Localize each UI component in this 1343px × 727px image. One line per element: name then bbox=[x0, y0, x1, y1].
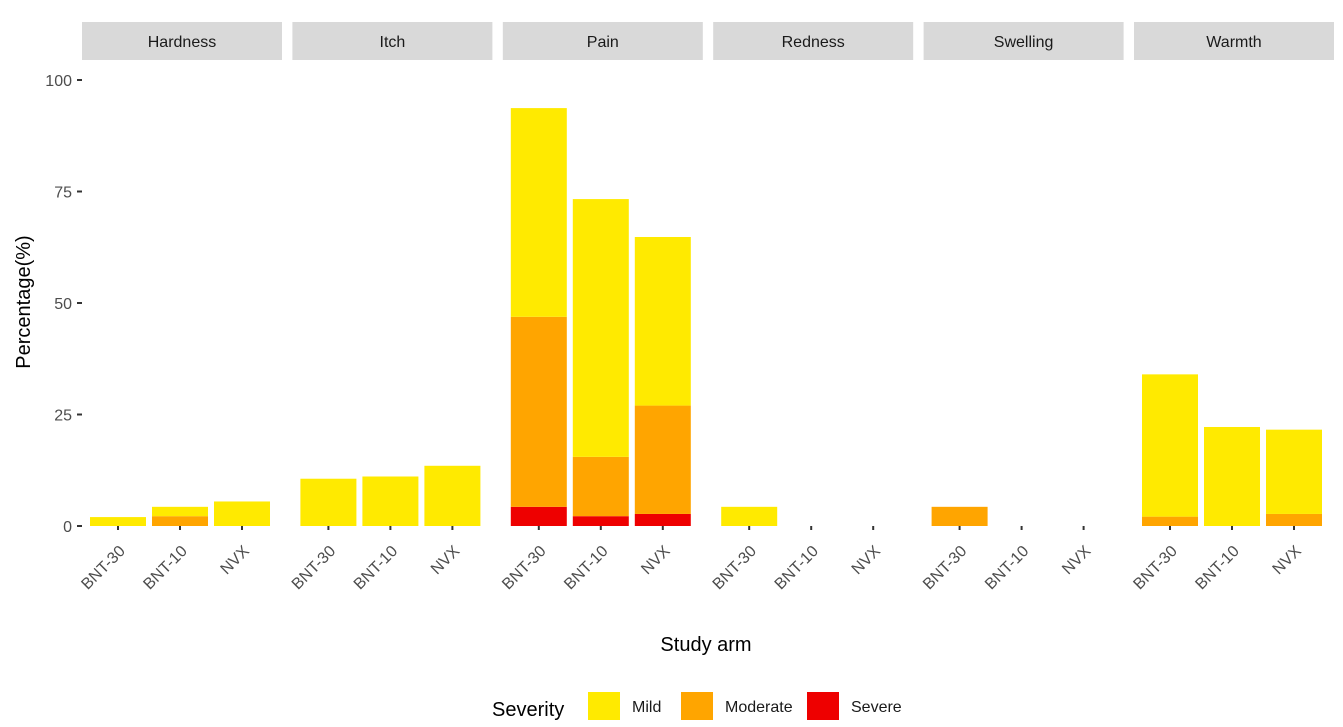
y-tick-label: 75 bbox=[54, 185, 72, 202]
x-tick-label: NVX bbox=[428, 543, 464, 579]
x-tick-label: NVX bbox=[218, 543, 254, 579]
facet-panel-pain: Pain BNT-30 BNT-10 NVX bbox=[499, 22, 703, 593]
x-tick-label: BNT-10 bbox=[1192, 543, 1242, 593]
bar-severe-bnt-10 bbox=[572, 516, 629, 526]
legend-label-severe: Severe bbox=[851, 699, 902, 716]
facet-panel-swelling: Swelling BNT-30 BNT-10 NVX bbox=[920, 22, 1124, 593]
bar-moderate-bnt-10 bbox=[572, 456, 629, 517]
bar-mild-bnt-10 bbox=[362, 476, 419, 526]
facet-strip-label: Redness bbox=[782, 34, 845, 51]
x-tick-label: BNT-10 bbox=[772, 543, 822, 593]
bar-mild-nvx bbox=[634, 236, 691, 406]
x-tick-label: BNT-10 bbox=[351, 543, 401, 593]
bar-mild-bnt-30 bbox=[300, 478, 357, 526]
facet-strip bbox=[502, 22, 703, 60]
y-tick-label: 25 bbox=[54, 408, 72, 425]
facet-strip bbox=[292, 22, 493, 60]
x-tick-label: BNT-30 bbox=[1130, 543, 1180, 593]
x-tick-label: BNT-10 bbox=[140, 543, 190, 593]
x-tick-label: BNT-10 bbox=[561, 543, 611, 593]
bar-mild-bnt-10 bbox=[1204, 426, 1260, 526]
facet-strip bbox=[1134, 22, 1334, 60]
x-tick-label: BNT-30 bbox=[499, 543, 549, 593]
x-tick-label: BNT-30 bbox=[710, 543, 760, 593]
facet-panel-redness: Redness BNT-30 BNT-10 NVX bbox=[710, 22, 914, 593]
x-tick-label: BNT-30 bbox=[289, 543, 339, 593]
bar-mild-nvx bbox=[424, 465, 481, 526]
x-tick-label: BNT-30 bbox=[920, 543, 970, 593]
bar-moderate-bnt-30 bbox=[931, 506, 988, 526]
bar-mild-bnt-30 bbox=[721, 506, 778, 526]
bar-mild-nvx bbox=[1266, 429, 1322, 514]
legend-key-mild bbox=[588, 692, 620, 720]
bar-mild-bnt-30 bbox=[90, 517, 146, 526]
facet-strip-label: Warmth bbox=[1206, 34, 1261, 51]
bar-mild-bnt-10 bbox=[152, 506, 208, 517]
y-tick-label: 50 bbox=[54, 296, 72, 313]
x-tick-label: BNT-30 bbox=[78, 543, 128, 593]
x-tick-label: NVX bbox=[1270, 543, 1306, 579]
legend-key-moderate bbox=[681, 692, 713, 720]
x-tick-label: NVX bbox=[638, 543, 674, 579]
facet-strip bbox=[82, 22, 282, 60]
bar-moderate-bnt-10 bbox=[152, 516, 208, 526]
x-axis-title: Study arm bbox=[660, 634, 751, 656]
bar-severe-nvx bbox=[634, 513, 691, 526]
facet-panel-warmth: Warmth BNT-30 BNT-10 NVX bbox=[1130, 22, 1334, 593]
legend-label-mild: Mild bbox=[632, 699, 661, 716]
legend-title: Severity bbox=[492, 699, 564, 721]
bar-moderate-bnt-30 bbox=[1142, 516, 1198, 526]
legend-label-moderate: Moderate bbox=[725, 699, 793, 716]
bar-mild-nvx bbox=[214, 501, 270, 526]
bar-severe-bnt-30 bbox=[510, 506, 567, 526]
y-axis-title: Percentage(%) bbox=[13, 235, 35, 368]
facet-panel-hardness: Hardness BNT-30 BNT-10 NVX bbox=[78, 22, 282, 593]
bar-mild-bnt-30 bbox=[1142, 374, 1198, 517]
facet-panel-itch: Itch BNT-30 BNT-10 NVX bbox=[289, 22, 493, 593]
facet-strip bbox=[923, 22, 1124, 60]
bar-moderate-nvx bbox=[634, 405, 691, 514]
bar-mild-bnt-30 bbox=[510, 108, 567, 317]
facet-strip-label: Swelling bbox=[994, 34, 1054, 51]
x-tick-label: NVX bbox=[1059, 543, 1095, 579]
legend-key-severe bbox=[807, 692, 839, 720]
bar-moderate-bnt-30 bbox=[510, 316, 567, 507]
facet-strip bbox=[713, 22, 914, 60]
y-tick-label: 100 bbox=[45, 73, 72, 90]
facet-strip-label: Itch bbox=[380, 34, 406, 51]
facet-strip-label: Pain bbox=[587, 34, 619, 51]
facet-strip-label: Hardness bbox=[148, 34, 216, 51]
y-tick-label: 0 bbox=[63, 519, 72, 536]
bar-moderate-nvx bbox=[1266, 513, 1322, 526]
x-tick-label: NVX bbox=[849, 543, 885, 579]
bar-mild-bnt-10 bbox=[572, 199, 629, 457]
legend: Severity Mild Moderate Severe bbox=[492, 692, 902, 721]
x-tick-label: BNT-10 bbox=[982, 543, 1032, 593]
y-axis: 0 25 50 75 100 bbox=[45, 73, 82, 536]
